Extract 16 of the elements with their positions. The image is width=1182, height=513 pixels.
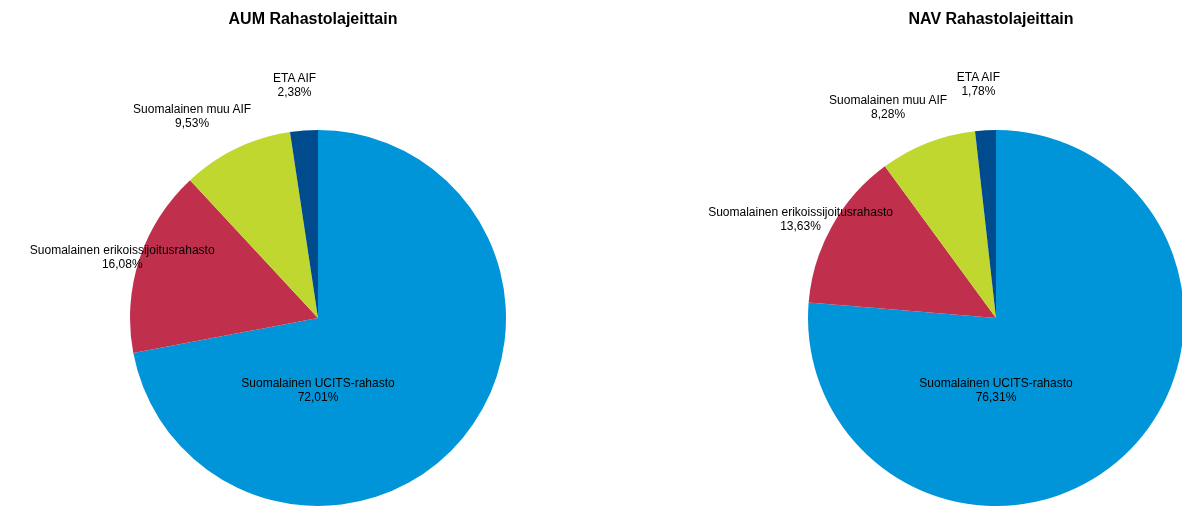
data-label: 2,38% <box>277 85 312 100</box>
data-label: 76,31% <box>975 390 1017 405</box>
slice-label: Suomalainen muu AIF <box>133 102 252 117</box>
chart-title: NAV Rahastolajeittain <box>907 10 1075 28</box>
slice-label: Suomalainen UCITS-rahasto <box>241 376 396 391</box>
data-label: 72,01% <box>297 390 339 405</box>
pie-slice <box>289 130 318 318</box>
data-label: 8,28% <box>871 107 906 122</box>
slice-label: Suomalainen muu AIF <box>829 93 948 108</box>
data-label: 1,78% <box>961 84 996 99</box>
data-label: 9,53% <box>175 116 210 131</box>
slice-label: Suomalainen UCITS-rahasto <box>919 376 1074 391</box>
slice-label: ETA AIF <box>956 70 1000 85</box>
data-label: 13,63% <box>780 218 822 233</box>
slice-label: ETA AIF <box>272 71 317 86</box>
chart-title: AUM Rahastolajeittain <box>227 10 399 28</box>
